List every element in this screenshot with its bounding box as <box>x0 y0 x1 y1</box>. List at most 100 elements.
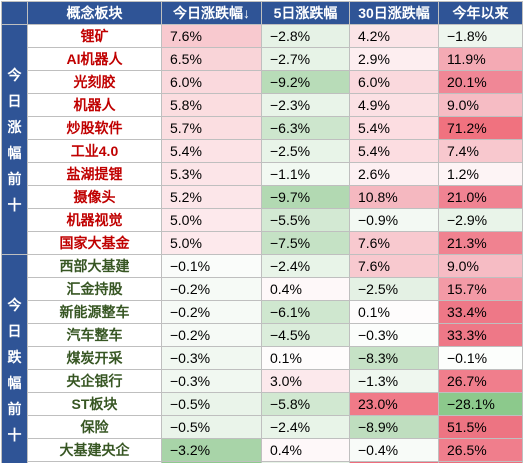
30d-change-cell: 7.6% <box>349 254 439 278</box>
today-change-cell: 5.0% <box>161 208 262 232</box>
table-row[interactable]: 煤炭开采 −0.3% 0.1% −8.3% −0.1% <box>2 346 523 370</box>
today-change-cell: −0.2% <box>161 300 262 324</box>
ytd-change-cell: 33.3% <box>438 323 523 347</box>
table-row[interactable]: 工业4.0 5.4% −2.5% 5.4% 7.4% <box>2 139 523 163</box>
ytd-change-cell: −2.9% <box>438 208 523 232</box>
group-label-up: 今日涨幅前十 <box>1 24 28 255</box>
sector-name[interactable]: AI机器人 <box>27 47 162 71</box>
ytd-change-cell: 71.2% <box>438 116 523 140</box>
today-change-cell: −0.1% <box>161 254 262 278</box>
table-row[interactable]: 光刻胶 6.0% −9.2% 6.0% 20.1% <box>2 70 523 94</box>
table-row[interactable]: 新能源整车 −0.2% −6.1% 0.1% 33.4% <box>2 300 523 324</box>
30d-change-cell: −0.9% <box>349 208 439 232</box>
header-sector[interactable]: 概念板块 <box>27 1 162 25</box>
sector-name[interactable]: 机器视觉 <box>27 208 162 232</box>
sector-name[interactable]: 央企银行 <box>27 369 162 393</box>
today-change-cell: 5.0% <box>161 231 262 255</box>
sector-name[interactable]: 煤炭开采 <box>27 346 162 370</box>
today-change-cell: 5.8% <box>161 93 262 117</box>
ytd-change-cell: 33.4% <box>438 300 523 324</box>
table-row[interactable]: 盐湖提锂 5.3% −1.1% 2.6% 1.2% <box>2 162 523 186</box>
5d-change-cell: −6.3% <box>261 116 350 140</box>
5d-change-cell: −6.1% <box>261 300 350 324</box>
30d-change-cell: 4.9% <box>349 93 439 117</box>
30d-change-cell: 2.6% <box>349 162 439 186</box>
sector-name[interactable]: 国家大基金 <box>27 231 162 255</box>
sector-name[interactable]: 机器人 <box>27 93 162 117</box>
30d-change-cell: −8.9% <box>349 415 439 439</box>
table-row[interactable]: 炒股软件 5.7% −6.3% 5.4% 71.2% <box>2 116 523 140</box>
ytd-change-cell: −28.1% <box>438 392 523 416</box>
today-change-cell: 7.6% <box>161 24 262 48</box>
sector-name[interactable]: 大基建央企 <box>27 438 162 462</box>
sector-name[interactable]: 炒股软件 <box>27 116 162 140</box>
ytd-change-cell: 26.5% <box>438 438 523 462</box>
table-row[interactable]: 机器视觉 5.0% −5.5% −0.9% −2.9% <box>2 208 523 232</box>
table-row[interactable]: AI机器人 6.5% −2.7% 2.9% 11.9% <box>2 47 523 71</box>
5d-change-cell: −7.5% <box>261 231 350 255</box>
sector-name[interactable]: 工业4.0 <box>27 139 162 163</box>
today-change-cell: −0.3% <box>161 346 262 370</box>
5d-change-cell: 0.4% <box>261 438 350 462</box>
sector-name[interactable]: 西部大基建 <box>27 254 162 278</box>
header-today-change[interactable]: 今日涨跌幅↓ <box>161 1 262 25</box>
today-change-cell: 6.5% <box>161 47 262 71</box>
today-change-cell: 5.2% <box>161 185 262 209</box>
30d-change-cell: −0.4% <box>349 438 439 462</box>
sector-name[interactable]: 摄像头 <box>27 185 162 209</box>
sector-name[interactable]: 新能源整车 <box>27 300 162 324</box>
ytd-change-cell: 9.0% <box>438 93 523 117</box>
5d-change-cell: −9.7% <box>261 185 350 209</box>
ytd-change-cell: 57.6% <box>438 461 523 463</box>
30d-change-cell: 2.9% <box>349 47 439 71</box>
header-ytd-change[interactable]: 今年以来 <box>438 1 523 25</box>
header-30d-change[interactable]: 30日涨跌幅 <box>349 1 439 25</box>
today-change-cell: −0.2% <box>161 277 262 301</box>
header-5d-change[interactable]: 5日涨跌幅 <box>261 1 350 25</box>
table-row[interactable]: 大基建央企 −3.2% 0.4% −0.4% 26.5% <box>2 438 523 462</box>
table-row[interactable]: 汇金持股 −0.2% 0.4% −2.5% 15.7% <box>2 277 523 301</box>
5d-change-cell: −2.5% <box>261 139 350 163</box>
sector-name[interactable]: 盐湖提锂 <box>27 162 162 186</box>
5d-change-cell: −2.7% <box>261 47 350 71</box>
sector-name[interactable]: ST板块 <box>27 392 162 416</box>
table-row[interactable]: 央企银行 −0.3% 3.0% −1.3% 26.7% <box>2 369 523 393</box>
ytd-change-cell: 20.1% <box>438 70 523 94</box>
30d-change-cell: 5.4% <box>349 116 439 140</box>
ytd-change-cell: −0.1% <box>438 346 523 370</box>
5d-change-cell: −2.8% <box>261 24 350 48</box>
ytd-change-cell: 21.3% <box>438 231 523 255</box>
table-row[interactable]: 汽车整车 −0.2% −4.5% −0.3% 33.3% <box>2 323 523 347</box>
5d-change-cell: −5.8% <box>261 392 350 416</box>
5d-change-cell: −2.4% <box>261 254 350 278</box>
table-row[interactable]: 最小市值−4.2%−2.7%41.1%57.6% <box>2 461 523 463</box>
table-row[interactable]: 今日跌幅前十 西部大基建 −0.1% −2.4% 7.6% 9.0% <box>1 254 523 463</box>
today-change-cell: 6.0% <box>161 70 262 94</box>
5d-change-cell: −1.1% <box>261 162 350 186</box>
table-row[interactable]: 机器人 5.8% −2.3% 4.9% 9.0% <box>2 93 523 117</box>
table-row[interactable]: 保险 −0.5% −2.4% −8.9% 51.5% <box>2 415 523 439</box>
sector-name[interactable]: 汇金持股 <box>27 277 162 301</box>
5d-change-cell: 0.1% <box>261 346 350 370</box>
table-row[interactable]: 今日涨幅前十 锂矿 7.6% −2.8% 4.2% −1.8% <box>1 24 523 255</box>
sector-name[interactable]: 汽车整车 <box>27 323 162 347</box>
table-row[interactable]: 国家大基金 5.0% −7.5% 7.6% 21.3% <box>2 231 523 255</box>
header-corner <box>1 1 28 25</box>
30d-change-cell: 7.6% <box>349 231 439 255</box>
ytd-change-cell: 9.0% <box>438 254 523 278</box>
sector-name[interactable]: 锂矿 <box>27 24 162 48</box>
sector-name[interactable]: 保险 <box>27 415 162 439</box>
30d-change-cell: −0.3% <box>349 323 439 347</box>
sector-name[interactable]: 光刻胶 <box>27 70 162 94</box>
today-change-cell: −0.5% <box>161 415 262 439</box>
group-label-down: 今日跌幅前十 <box>1 254 28 463</box>
30d-change-cell: 23.0% <box>349 392 439 416</box>
30d-change-cell: 5.4% <box>349 139 439 163</box>
table-row[interactable]: ST板块 −0.5% −5.8% 23.0% −28.1% <box>2 392 523 416</box>
ytd-change-cell: 1.2% <box>438 162 523 186</box>
5d-change-cell: 0.4% <box>261 277 350 301</box>
30d-change-cell: 4.2% <box>349 24 439 48</box>
table-row[interactable]: 摄像头 5.2% −9.7% 10.8% 21.0% <box>2 185 523 209</box>
30d-change-cell: 10.8% <box>349 185 439 209</box>
